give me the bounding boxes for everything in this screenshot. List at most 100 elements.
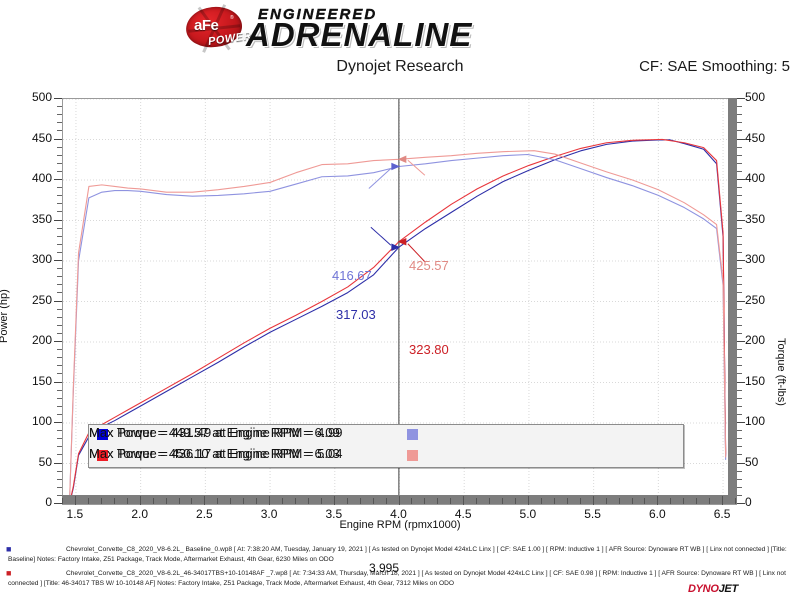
y-minor-tick [737,332,742,334]
y-minor-tick [737,251,742,253]
y-tick-left-350: 350 [31,211,52,226]
y-minor-tick [57,438,62,440]
x-minor-tick [113,498,115,504]
x-minor-tick [411,498,413,504]
y-minor-tick [57,154,62,156]
y-minor-tick [737,211,742,213]
x-minor-tick [424,498,426,504]
registered-icon: ® [230,15,234,21]
y-minor-tick [57,357,62,359]
y-minor-tick [737,349,742,351]
y-tick-right-300: 300 [745,252,766,266]
x-minor-tick [372,498,374,504]
y-minor-tick [737,438,742,440]
y-minor-tick [57,486,62,488]
y-tick-left-250: 250 [31,292,52,307]
y-tick-mark [737,462,745,464]
y-minor-tick [57,389,62,391]
y-tick-left-500: 500 [31,90,52,104]
x-tick-mark [527,496,529,505]
dynojet-jet-text: JET [718,583,738,595]
x-minor-tick [696,498,698,504]
x-tick-2.0: 2.0 [131,507,149,521]
y-minor-tick [737,227,742,229]
legend-label-power-baseline: Max Power = 449.57 at Engine RPM = 6.09 [89,425,340,440]
y-tick-mark [54,98,62,99]
y-minor-tick [737,284,742,286]
y-minor-tick [57,324,62,326]
y-tick-mark [54,422,62,423]
y-minor-tick [737,268,742,270]
x-minor-tick [385,498,387,504]
x-minor-tick [165,498,167,504]
x-minor-tick [502,498,503,504]
y-minor-tick [737,389,742,391]
y-minor-tick [57,446,62,448]
y-tick-mark [54,300,62,302]
x-tick-5.0: 5.0 [519,507,537,521]
y-tick-mark [737,341,745,342]
x-tick-mark [333,496,335,505]
afe-power-logo: aFe ® POWER [184,4,254,53]
x-minor-tick [605,498,607,504]
x-axis-rail[interactable] [62,495,737,504]
y-minor-tick [57,494,62,496]
x-minor-tick [62,498,63,504]
footer-note-text: Chevrolet_Corvette_C8_2020_V8-6.2L_46-34… [8,570,786,587]
dyno-chart: Power (hp) Torque (ft-lbs) Engine RPM (r… [0,88,800,595]
x-tick-4.0: 4.0 [390,507,407,521]
x-minor-tick [709,498,711,504]
x-tick-mark [398,496,400,505]
y-minor-tick [57,211,62,213]
y-tick-mark [54,503,62,504]
y-minor-tick [737,486,742,488]
legend-row: Max Power = 450.10 at Engine RPM = 6.03 … [89,446,683,467]
footer-note-text: Chevrolet_Corvette_C8_2020_V8-6.2L_ Base… [8,546,787,563]
afe-wordmark: aFe [194,17,219,34]
y-tick-mark [737,260,745,261]
y-tick-right-200: 200 [745,333,766,347]
y-tick-left-100: 100 [31,414,52,428]
y-minor-tick [737,195,742,197]
y-tick-mark [737,503,745,504]
y-minor-tick [57,251,62,253]
x-tick-mark [204,496,206,505]
y-minor-tick [57,162,62,164]
legend-label-torque-modified: Max Torque = 436.17 at Engine RPM = 5.04 [89,446,343,461]
y-minor-tick [737,154,742,156]
y-tick-right-250: 250 [745,292,766,307]
x-tick-mark [592,496,594,505]
y-minor-tick [57,430,62,432]
x-minor-tick [540,498,542,504]
y-minor-tick [737,162,742,164]
x-minor-tick [450,498,452,504]
x-minor-tick [566,498,568,504]
y-tick-right-50: 50 [745,454,759,469]
y-minor-tick [57,413,62,415]
x-minor-tick [579,498,581,504]
y-minor-tick [737,430,742,432]
y-tick-right-400: 400 [745,171,766,185]
y-tick-right-0: 0 [745,495,752,509]
y-tick-mark [54,219,62,221]
y-tick-mark [737,138,745,140]
y-minor-tick [57,276,62,278]
y-minor-tick [737,187,742,189]
y-minor-tick [57,365,62,367]
y-tick-mark [737,300,745,302]
adrenaline-wordmark: ADRENALINE [246,16,473,53]
engineered-wordmark: ENGINEERED [258,6,378,23]
x-minor-tick [515,498,516,504]
y-minor-tick [57,316,62,318]
y-minor-tick [737,146,742,148]
x-minor-tick [735,498,736,504]
y-tick-left-200: 200 [31,333,52,347]
annotation-power-baseline: 317.03 [336,307,376,322]
x-minor-tick [282,498,283,504]
y-minor-tick [57,106,62,108]
y-tick-right-350: 350 [745,211,766,226]
legend-swatch-torque-baseline [407,429,418,440]
chart-legend[interactable]: Max Power = 449.57 at Engine RPM = 6.09 … [88,424,684,468]
y-tick-mark [54,138,62,140]
y-axis-rail[interactable] [728,98,737,495]
